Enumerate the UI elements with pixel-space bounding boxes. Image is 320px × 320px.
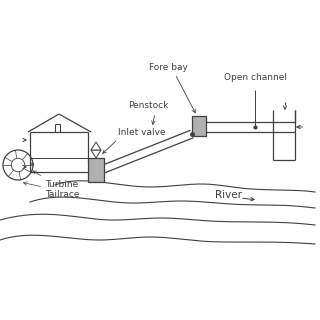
Polygon shape [91,142,101,150]
Text: Open channel: Open channel [223,73,286,82]
Text: River: River [215,190,242,200]
Text: Penstock: Penstock [128,101,168,110]
Polygon shape [91,150,101,158]
Bar [88,158,104,182]
Text: Turbine: Turbine [45,180,78,189]
Text: Fore bay: Fore bay [148,63,188,72]
Text: Inlet valve: Inlet valve [118,128,166,137]
Text: Tailrace: Tailrace [45,190,79,199]
Bar [192,116,206,136]
